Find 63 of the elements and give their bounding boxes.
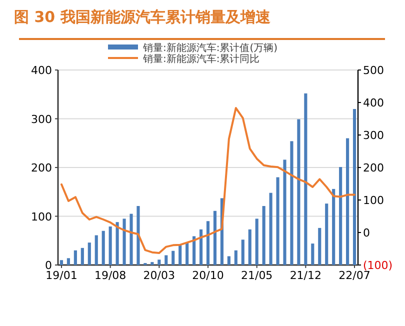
y-tick-label: 0 xyxy=(45,259,52,272)
bar xyxy=(94,235,98,265)
y-tick-label: 100 xyxy=(31,210,52,224)
bar xyxy=(116,222,119,265)
bar xyxy=(248,229,252,265)
bar xyxy=(332,188,336,265)
bar xyxy=(60,260,64,265)
bar xyxy=(172,250,175,265)
chart-title: 图 30 我国新能源汽车累计销量及增速 xyxy=(14,8,272,26)
y-tick-label: 400 xyxy=(31,64,52,77)
bar xyxy=(318,228,322,265)
bar xyxy=(108,226,112,265)
bar xyxy=(158,260,161,265)
x-tick-label: 20/10 xyxy=(192,269,224,282)
bar xyxy=(199,229,203,265)
y2-tick-label: (100) xyxy=(363,259,393,272)
bar xyxy=(213,210,217,265)
bar xyxy=(290,141,294,265)
bar xyxy=(122,218,126,265)
x-tick-label: 22/07 xyxy=(338,269,370,282)
y2-tick-label: 200 xyxy=(363,162,384,174)
bar xyxy=(262,206,266,265)
bar xyxy=(80,248,84,265)
bar xyxy=(352,109,356,265)
x-tick-label: 20/03 xyxy=(143,269,176,282)
bar xyxy=(186,242,189,265)
bar xyxy=(269,192,272,265)
bar xyxy=(339,167,342,265)
bar xyxy=(178,246,182,265)
bar xyxy=(346,138,350,265)
legend-label: 销量:新能源汽车:累计同比 xyxy=(142,53,260,65)
bar xyxy=(150,262,154,265)
legend-label: 销量:新能源汽车:累计值(万辆) xyxy=(142,42,278,54)
y-tick-label: 200 xyxy=(31,162,52,174)
x-tick-label: 19/08 xyxy=(94,269,126,282)
y2-tick-label: 400 xyxy=(363,96,384,110)
bar xyxy=(297,119,300,265)
y-tick-label: 300 xyxy=(31,112,52,126)
y2-tick-label: 0 xyxy=(363,226,370,240)
bar xyxy=(206,221,210,265)
bar xyxy=(325,204,328,265)
bar xyxy=(102,230,105,265)
y2-tick-label: 500 xyxy=(363,64,384,77)
bar xyxy=(241,240,244,265)
bar xyxy=(136,206,140,265)
bar xyxy=(192,236,196,265)
x-tick-label: 19/01 xyxy=(46,269,78,282)
bar xyxy=(66,258,70,265)
bar xyxy=(164,255,168,265)
y2-tick-label: 300 xyxy=(363,129,384,142)
bar xyxy=(311,244,314,265)
x-tick-label: 21/05 xyxy=(240,269,273,282)
bar xyxy=(88,242,91,265)
bar xyxy=(74,250,77,265)
bar xyxy=(304,93,308,265)
bar xyxy=(255,218,258,265)
y2-tick-label: 100 xyxy=(363,194,384,207)
bar xyxy=(276,177,280,265)
x-tick-label: 21/12 xyxy=(290,269,322,282)
bar xyxy=(227,256,230,265)
bar xyxy=(130,214,133,265)
bar xyxy=(283,160,286,265)
bar xyxy=(234,250,238,265)
